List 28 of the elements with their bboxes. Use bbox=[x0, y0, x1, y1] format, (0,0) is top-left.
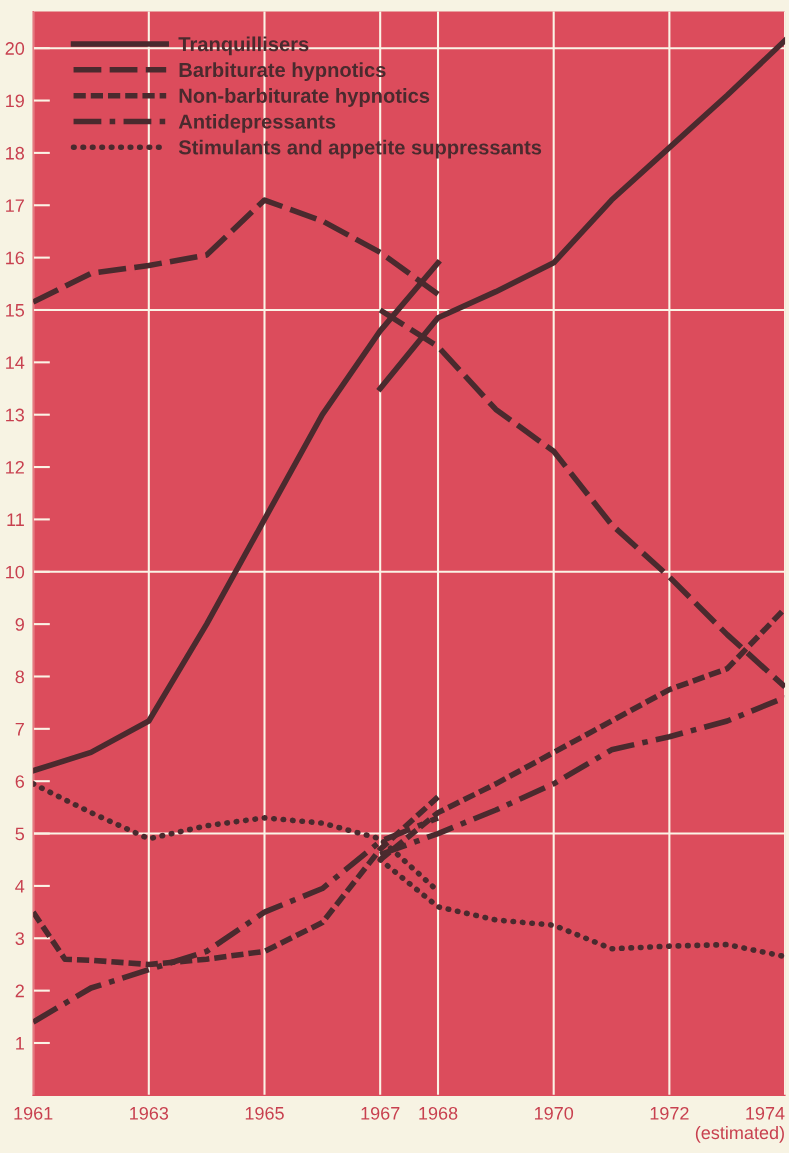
y-tick-label: 20 bbox=[5, 42, 25, 55]
y-tick-label: 10 bbox=[6, 565, 25, 579]
x-tick-label: 1968 bbox=[419, 1106, 458, 1120]
y-tick-label: 14 bbox=[6, 356, 25, 369]
y-tick-label: 7 bbox=[15, 722, 24, 736]
x-tick-label: 1967 bbox=[361, 1106, 400, 1120]
x-tick-label: 1972 bbox=[650, 1106, 689, 1120]
y-tick-label: 17 bbox=[6, 199, 24, 212]
y-tick-label: 19 bbox=[6, 94, 24, 108]
x-tick-label: 1963 bbox=[130, 1106, 169, 1120]
x-tick-label: 1970 bbox=[534, 1106, 574, 1120]
x-tick-label: 1965 bbox=[245, 1106, 284, 1120]
y-tick-label: 18 bbox=[6, 146, 25, 160]
y-tick-label: 2 bbox=[15, 984, 24, 998]
y-tick-label: 16 bbox=[6, 251, 25, 265]
y-tick-label: 3 bbox=[15, 932, 25, 945]
y-tick-label: 12 bbox=[6, 460, 24, 474]
y-tick-label: 8 bbox=[15, 670, 25, 684]
y-tick-label: 4 bbox=[15, 880, 25, 893]
x-tick-label: 1961 bbox=[14, 1106, 53, 1120]
y-tick-label: 9 bbox=[15, 618, 24, 631]
x-tick-label: 1974 (estimated) bbox=[695, 1106, 785, 1143]
y-tick-label: 1 bbox=[16, 1037, 24, 1050]
y-tick-label: 11 bbox=[7, 513, 24, 526]
y-tick-label: 13 bbox=[6, 408, 25, 422]
y-tick-label: 15 bbox=[6, 304, 25, 317]
y-tick-label: 6 bbox=[15, 775, 25, 788]
y-tick-label: 5 bbox=[15, 827, 25, 841]
